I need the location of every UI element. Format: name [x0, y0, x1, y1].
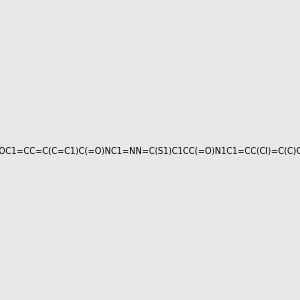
Text: CCOC1=CC=C(C=C1)C(=O)NC1=NN=C(S1)C1CC(=O)N1C1=CC(Cl)=C(C)C=C1: CCOC1=CC=C(C=C1)C(=O)NC1=NN=C(S1)C1CC(=O…	[0, 147, 300, 156]
